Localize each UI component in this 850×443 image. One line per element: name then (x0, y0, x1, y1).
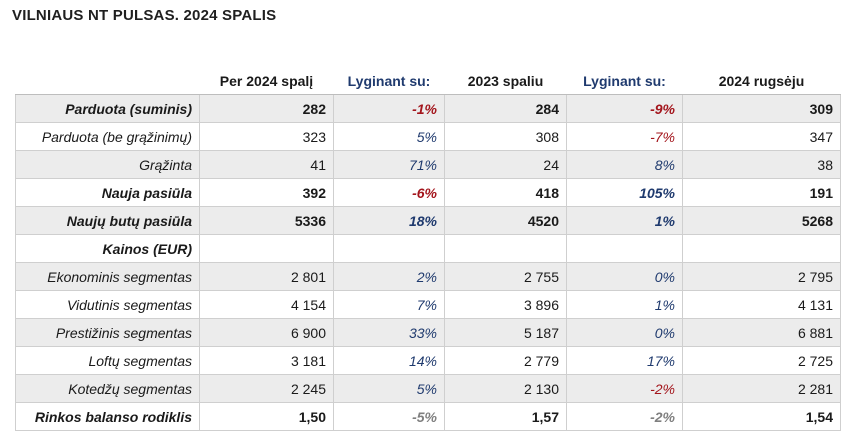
value-previous-month: 2 795 (682, 262, 841, 291)
row-label: Parduota (suminis) (15, 94, 200, 123)
value-previous-month: 4 131 (682, 290, 841, 319)
header-current-month: Per 2024 spalį (199, 67, 334, 95)
change-yoy: 18% (333, 206, 445, 235)
value-last-year (444, 234, 567, 263)
value-last-year: 2 755 (444, 262, 567, 291)
value-last-year: 308 (444, 122, 567, 151)
value-current (199, 234, 334, 263)
change-yoy: 7% (333, 290, 445, 319)
market-pulse-table: Per 2024 spalį Lyginant su: 2023 spaliu … (15, 67, 841, 431)
table-row: Nauja pasiūla 392 -6% 418 105% 191 (15, 178, 841, 207)
change-yoy (333, 234, 445, 263)
header-compare-yoy: Lyginant su: (333, 67, 445, 95)
table-row: Vidutinis segmentas 4 154 7% 3 896 1% 4 131 (15, 290, 841, 319)
value-previous-month (682, 234, 841, 263)
value-previous-month: 191 (682, 178, 841, 207)
value-last-year: 24 (444, 150, 567, 179)
change-mom: 105% (566, 178, 683, 207)
value-current: 392 (199, 178, 334, 207)
table-row: Loftų segmentas 3 181 14% 2 779 17% 2 725 (15, 346, 841, 375)
value-previous-month: 38 (682, 150, 841, 179)
header-compare-mom: Lyginant su: (566, 67, 683, 95)
value-previous-month: 6 881 (682, 318, 841, 347)
row-label: Prestižinis segmentas (15, 318, 200, 347)
value-current: 323 (199, 122, 334, 151)
value-current: 2 245 (199, 374, 334, 403)
value-last-year: 418 (444, 178, 567, 207)
row-label: Kainos (EUR) (15, 234, 200, 263)
change-mom: -7% (566, 122, 683, 151)
value-last-year: 2 130 (444, 374, 567, 403)
row-label: Nauja pasiūla (15, 178, 200, 207)
value-last-year: 284 (444, 94, 567, 123)
change-yoy: 2% (333, 262, 445, 291)
change-mom: -9% (566, 94, 683, 123)
value-previous-month: 5268 (682, 206, 841, 235)
value-last-year: 5 187 (444, 318, 567, 347)
change-mom (566, 234, 683, 263)
value-current: 6 900 (199, 318, 334, 347)
header-empty (15, 67, 200, 95)
table-row: Kainos (EUR) (15, 234, 841, 263)
row-label: Kotedžų segmentas (15, 374, 200, 403)
row-label: Parduota (be grąžinimų) (15, 122, 200, 151)
table-row: Naujų butų pasiūla 5336 18% 4520 1% 5268 (15, 206, 841, 235)
change-mom: 8% (566, 150, 683, 179)
header-row: Per 2024 spalį Lyginant su: 2023 spaliu … (15, 67, 841, 95)
value-last-year: 1,57 (444, 402, 567, 431)
table-row: Kotedžų segmentas 2 245 5% 2 130 -2% 2 281 (15, 374, 841, 403)
header-last-year: 2023 spaliu (444, 67, 567, 95)
value-last-year: 4520 (444, 206, 567, 235)
table-row: Prestižinis segmentas 6 900 33% 5 187 0% 6 88… (15, 318, 841, 347)
row-label: Naujų butų pasiūla (15, 206, 200, 235)
row-label: Loftų segmentas (15, 346, 200, 375)
value-last-year: 2 779 (444, 346, 567, 375)
change-yoy: -5% (333, 402, 445, 431)
value-current: 4 154 (199, 290, 334, 319)
header-previous-month: 2024 rugsėju (682, 67, 841, 95)
change-mom: 1% (566, 206, 683, 235)
change-mom: 0% (566, 318, 683, 347)
value-current: 5336 (199, 206, 334, 235)
report-title: VILNIAUS NT PULSAS. 2024 SPALIS (12, 7, 277, 24)
change-mom: -2% (566, 402, 683, 431)
value-current: 1,50 (199, 402, 334, 431)
value-previous-month: 2 281 (682, 374, 841, 403)
value-previous-month: 347 (682, 122, 841, 151)
table-row: Parduota (suminis) 282 -1% 284 -9% 309 (15, 94, 841, 123)
change-yoy: 5% (333, 122, 445, 151)
row-label: Ekonominis segmentas (15, 262, 200, 291)
table-row: Ekonominis segmentas 2 801 2% 2 755 0% 2 795 (15, 262, 841, 291)
change-yoy: -1% (333, 94, 445, 123)
table-row: Rinkos balanso rodiklis 1,50 -5% 1,57 -2% 1,5… (15, 402, 841, 431)
value-previous-month: 1,54 (682, 402, 841, 431)
change-yoy: 33% (333, 318, 445, 347)
table-row: Grąžinta 41 71% 24 8% 38 (15, 150, 841, 179)
value-previous-month: 309 (682, 94, 841, 123)
value-current: 41 (199, 150, 334, 179)
change-yoy: 14% (333, 346, 445, 375)
change-yoy: 71% (333, 150, 445, 179)
row-label: Grąžinta (15, 150, 200, 179)
row-label: Vidutinis segmentas (15, 290, 200, 319)
change-mom: 0% (566, 262, 683, 291)
value-current: 282 (199, 94, 334, 123)
table-row: Parduota (be grąžinimų) 323 5% 308 -7% 347 (15, 122, 841, 151)
change-mom: -2% (566, 374, 683, 403)
change-mom: 1% (566, 290, 683, 319)
row-label: Rinkos balanso rodiklis (15, 402, 200, 431)
change-yoy: 5% (333, 374, 445, 403)
value-last-year: 3 896 (444, 290, 567, 319)
change-yoy: -6% (333, 178, 445, 207)
value-current: 3 181 (199, 346, 334, 375)
value-current: 2 801 (199, 262, 334, 291)
change-mom: 17% (566, 346, 683, 375)
value-previous-month: 2 725 (682, 346, 841, 375)
